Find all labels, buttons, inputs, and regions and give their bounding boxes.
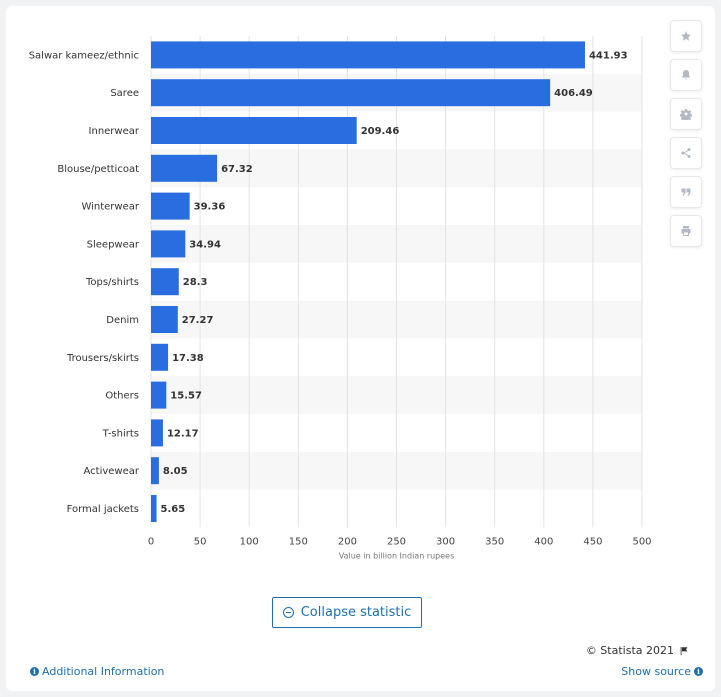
info-icon: i bbox=[694, 667, 703, 676]
flag-icon[interactable] bbox=[679, 646, 689, 656]
bar bbox=[151, 495, 157, 522]
value-label: 17.38 bbox=[172, 353, 204, 364]
cite-button[interactable] bbox=[670, 176, 702, 208]
bar bbox=[151, 117, 357, 144]
x-tick-label: 200 bbox=[338, 536, 357, 547]
bar bbox=[151, 268, 179, 296]
x-tick-label: 450 bbox=[583, 536, 602, 547]
value-label: 28.3 bbox=[183, 277, 208, 288]
category-label: Others bbox=[105, 391, 139, 402]
value-label: 34.94 bbox=[189, 239, 221, 250]
print-icon bbox=[681, 226, 691, 236]
minus-circle-icon bbox=[282, 607, 294, 618]
info-icon: i bbox=[30, 667, 39, 676]
x-tick-label: 100 bbox=[240, 536, 259, 547]
quote-icon bbox=[681, 188, 691, 196]
settings-button[interactable] bbox=[670, 98, 702, 130]
show-source-label: Show source bbox=[621, 665, 691, 678]
value-label: 441.93 bbox=[589, 50, 628, 61]
notification-button[interactable] bbox=[670, 59, 702, 91]
bar bbox=[151, 343, 169, 371]
category-label: T-shirts bbox=[102, 428, 139, 439]
category-label: Saree bbox=[110, 88, 139, 99]
category-label: Denim bbox=[106, 315, 139, 326]
x-tick-label: 50 bbox=[194, 536, 207, 547]
value-label: 209.46 bbox=[361, 126, 400, 137]
x-tick-label: 500 bbox=[632, 536, 651, 547]
value-label: 5.65 bbox=[161, 504, 186, 515]
copyright-text: © Statista 2021 bbox=[585, 644, 674, 657]
category-label: Blouse/petticoat bbox=[57, 164, 139, 175]
gear-icon bbox=[680, 109, 692, 120]
category-label: Tops/shirts bbox=[85, 277, 139, 288]
value-label: 8.05 bbox=[163, 466, 188, 477]
statistic-card: 0 50 100 150 200 250 300 350 400 450 500 Salwar kam… bbox=[6, 6, 715, 691]
category-label: Winterwear bbox=[81, 202, 139, 213]
bar bbox=[151, 79, 551, 107]
value-label: 67.32 bbox=[221, 164, 253, 175]
bar bbox=[151, 41, 585, 69]
copyright: © Statista 2021 bbox=[586, 644, 689, 657]
category-label: Sleepwear bbox=[87, 239, 140, 250]
favorite-button[interactable] bbox=[670, 20, 702, 52]
value-label: 39.36 bbox=[194, 202, 226, 213]
share-icon bbox=[681, 148, 691, 158]
category-label: Trousers/skirts bbox=[66, 353, 139, 364]
bell-icon bbox=[682, 70, 690, 80]
bar bbox=[151, 154, 218, 182]
value-label: 12.17 bbox=[167, 428, 199, 439]
star-icon bbox=[681, 31, 691, 41]
bar bbox=[151, 306, 178, 333]
additional-information-label: Additional Information bbox=[42, 665, 165, 678]
additional-information-link[interactable]: i Additional Information bbox=[30, 665, 164, 678]
show-source-link[interactable]: Show source i bbox=[621, 665, 703, 678]
bar bbox=[151, 230, 186, 258]
x-tick-label: 150 bbox=[289, 536, 308, 547]
value-label: 15.57 bbox=[170, 391, 202, 402]
bar bbox=[151, 381, 167, 409]
bar bbox=[151, 457, 159, 485]
x-tick-label: 300 bbox=[436, 536, 455, 547]
x-tick-label: 0 bbox=[148, 536, 154, 547]
category-label: Activewear bbox=[83, 466, 139, 477]
category-label: Formal jackets bbox=[67, 504, 139, 515]
labels: 0 50 100 150 200 250 300 350 400 450 500 Salwar kam… bbox=[29, 50, 652, 547]
x-tick-label: 400 bbox=[534, 536, 553, 547]
bars bbox=[151, 41, 585, 522]
x-tick-label: 350 bbox=[485, 536, 504, 547]
print-button[interactable] bbox=[670, 215, 702, 247]
bar bbox=[151, 419, 163, 447]
category-label: Salwar kameez/ethnic bbox=[29, 50, 139, 61]
share-button[interactable] bbox=[670, 137, 702, 169]
collapse-label: Collapse statistic bbox=[300, 605, 412, 620]
side-toolbar bbox=[670, 20, 702, 254]
x-axis-title: Value in billion Indian rupees bbox=[339, 551, 455, 560]
value-label: 27.27 bbox=[182, 315, 214, 326]
value-label: 406.49 bbox=[554, 88, 593, 99]
x-tick-label: 250 bbox=[387, 536, 406, 547]
bar bbox=[151, 192, 190, 220]
collapse-statistic-button[interactable]: Collapse statistic bbox=[272, 597, 422, 628]
bar-chart: 0 50 100 150 200 250 300 350 400 450 500 Salwar kam… bbox=[29, 36, 652, 560]
category-label: Innerwear bbox=[89, 126, 140, 137]
